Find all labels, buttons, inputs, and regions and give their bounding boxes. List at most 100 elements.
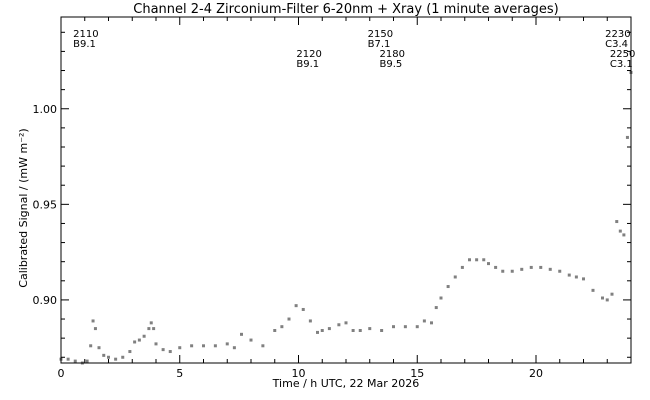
data-point [320, 329, 324, 333]
data-point [202, 344, 205, 348]
data-point [97, 346, 101, 350]
data-point [91, 319, 95, 323]
x-axis-label: Time / h UTC, 22 Mar 2026 [272, 377, 420, 390]
data-point [422, 319, 426, 323]
data-point [154, 342, 158, 346]
data-point [121, 355, 125, 359]
data-point [152, 327, 156, 331]
data-point [114, 357, 118, 361]
data-point [73, 359, 77, 363]
flare-annotation: 2120 [296, 49, 321, 60]
data-point [294, 304, 298, 308]
flare-annotation: 2180 [380, 49, 405, 60]
data-point [308, 319, 312, 323]
data-point [520, 267, 524, 271]
data-point [392, 325, 395, 329]
plot-frame [60, 16, 632, 364]
data-point [337, 323, 341, 327]
data-point [434, 306, 438, 310]
data-point [468, 258, 471, 262]
data-point [133, 340, 137, 344]
data-point [610, 292, 614, 296]
flare-annotation: 2110 [73, 29, 98, 40]
data-point [301, 307, 305, 311]
y-tick-label: 0.95 [33, 198, 58, 211]
data-point [601, 296, 604, 300]
data-point [66, 357, 70, 361]
data-point [625, 135, 629, 139]
data-point [149, 321, 153, 325]
data-point [240, 332, 243, 336]
x-tick-label: 5 [176, 367, 183, 380]
flare-annotation: C3.4 [605, 39, 628, 50]
data-point [280, 325, 284, 329]
data-point [582, 277, 585, 281]
x-tick-label: 10 [292, 367, 306, 380]
data-point [137, 338, 141, 342]
flare-annotation: B9.5 [380, 59, 403, 70]
data-point [232, 346, 236, 350]
data-point [178, 346, 182, 350]
x-tick-label: 15 [410, 367, 424, 380]
chart-title: Channel 2-4 Zirconium-Filter 6-20nm + Xr… [133, 2, 558, 17]
data-point [85, 359, 89, 363]
data-point [380, 329, 384, 333]
data-point [161, 348, 165, 352]
data-point [494, 265, 498, 269]
data-point [567, 273, 571, 277]
data-point [460, 265, 464, 269]
flare-annotations: 2110B9.12120B9.12150B7.12180B9.52230C3.4… [73, 29, 635, 70]
data-point [430, 321, 433, 325]
data-point [142, 334, 146, 338]
data-point [558, 269, 562, 273]
flare-annotation: B7.1 [368, 39, 391, 50]
flare-annotation: 2150 [368, 29, 393, 40]
data-point [622, 233, 626, 237]
data-point [316, 330, 319, 334]
data-point [327, 327, 331, 331]
data-point [107, 355, 110, 359]
axis-ticks: 0 5 10 15 20 0.90 0.95 1.00 [33, 17, 632, 380]
data-point [618, 229, 622, 233]
x-tick-label: 0 [58, 367, 65, 380]
data-point [261, 344, 265, 348]
data-point [453, 275, 457, 279]
y-tick-label: 0.90 [33, 294, 58, 307]
data-point [128, 350, 132, 354]
data-point [501, 269, 505, 273]
flare-annotation: B9.1 [73, 39, 96, 50]
data-point [213, 344, 217, 348]
data-point [403, 325, 407, 329]
data-point [446, 285, 450, 289]
flare-annotation: B9.1 [296, 59, 319, 70]
data-point [93, 327, 97, 331]
data-point [439, 296, 443, 300]
data-point [510, 269, 514, 273]
data-points [59, 70, 633, 365]
data-point [574, 275, 578, 279]
data-point [475, 258, 479, 262]
flare-annotation: 2250 [610, 49, 635, 60]
x-tick-label: 20 [529, 367, 543, 380]
y-tick-label: 1.00 [33, 103, 58, 116]
data-point [487, 262, 490, 266]
data-point [190, 344, 194, 348]
data-point [102, 353, 106, 357]
data-point [147, 327, 151, 331]
data-point [287, 317, 291, 321]
data-point [605, 298, 609, 302]
data-point [529, 265, 533, 269]
data-point [548, 267, 552, 271]
data-point [358, 329, 362, 333]
data-point [273, 329, 277, 333]
data-point [225, 342, 229, 346]
data-point [615, 220, 619, 224]
data-point [539, 265, 543, 269]
data-point [415, 325, 419, 329]
data-point [368, 327, 372, 331]
data-point [344, 321, 348, 325]
data-point [351, 329, 355, 333]
data-point [168, 350, 172, 354]
data-point [249, 338, 253, 342]
